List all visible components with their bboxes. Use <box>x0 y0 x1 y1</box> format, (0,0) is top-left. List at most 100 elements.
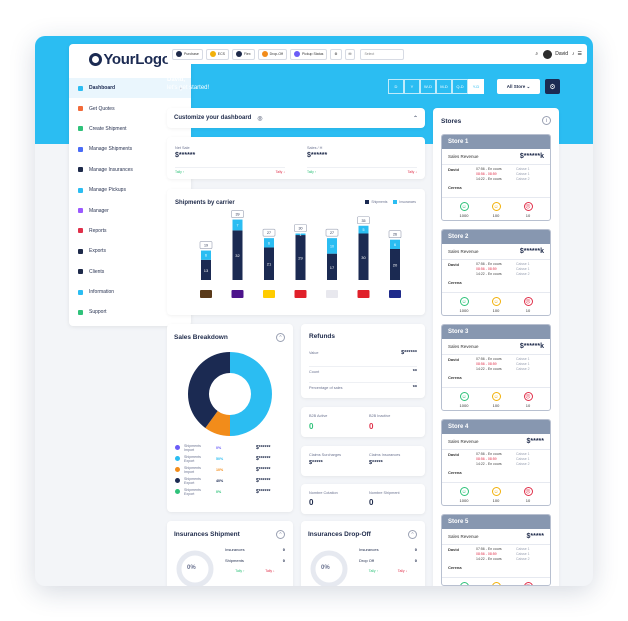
legend-percent: 10% <box>216 467 224 472</box>
neutral-face-icon: ☺ <box>491 582 501 585</box>
store-name: Store 4 <box>442 420 550 434</box>
dashboard-settings-button[interactable]: ⚙ <box>545 79 560 94</box>
satisfaction-1: ☺ 100 <box>491 297 501 313</box>
chip-flex[interactable]: Flex <box>232 48 255 60</box>
sidebar-item-support[interactable]: Support <box>69 302 191 322</box>
store-card[interactable]: Store 4 Sales Revenue $***** David 07:56 - E… <box>441 419 551 506</box>
sidebar-item-create-shipment[interactable]: Create Shipment <box>69 119 191 139</box>
tally-down: Tally ↓ <box>407 170 417 174</box>
sidebar-item-get-quotes[interactable]: Get Quotes <box>69 98 191 118</box>
legend-name-2: Import <box>184 469 195 474</box>
period-y-d[interactable]: Y-D <box>468 79 484 94</box>
pie-slice[interactable] <box>230 352 272 436</box>
sidebar-item-manage-insurances[interactable]: Manage Insurances <box>69 160 191 180</box>
staff-name: David <box>448 262 459 267</box>
staff-row: Cerena <box>442 563 550 575</box>
pie-slice[interactable] <box>205 410 230 436</box>
chat-chip[interactable]: ✉ <box>344 48 356 60</box>
bar-total-label: 35 <box>362 219 366 223</box>
greeting: David, let's get started! <box>167 76 209 92</box>
legend-value: $****** <box>256 488 271 495</box>
bar-shipments[interactable] <box>327 253 337 280</box>
period-w-d[interactable]: W-D <box>420 79 436 94</box>
chevron-up-icon[interactable]: ⌃ <box>276 333 285 342</box>
sales-revenue-label: Sales Revenue <box>448 249 479 254</box>
bar-shipments[interactable] <box>295 235 306 280</box>
store-card[interactable]: Store 1 Sales Revenue $******k David 07:56 -… <box>441 134 551 221</box>
user-name[interactable]: David <box>555 51 569 57</box>
period-q-d[interactable]: Q-D <box>452 79 468 94</box>
gauge-track <box>176 550 214 586</box>
top-select[interactable]: Select <box>360 48 405 60</box>
logo[interactable]: YourLogo <box>69 44 191 74</box>
chip-purchase[interactable]: Purchase <box>172 48 203 60</box>
menu-icon[interactable]: ☰ <box>577 51 582 57</box>
legend-name: Shipments Import <box>184 444 216 452</box>
legend-swatch <box>365 200 370 204</box>
search-icon[interactable]: ⌕ <box>535 51 539 57</box>
bar-shipments[interactable] <box>201 259 211 280</box>
period-m-d[interactable]: M-D <box>436 79 452 94</box>
bar-insurances[interactable] <box>232 219 243 231</box>
sidebar-item-exports[interactable]: Exports <box>69 241 191 261</box>
insurances-dropoff-gauge <box>310 550 348 586</box>
bar-insurances[interactable] <box>264 238 274 248</box>
bar-shipments[interactable] <box>390 249 400 280</box>
chevron-up-icon[interactable]: ⌃ <box>408 530 417 539</box>
settings-chip[interactable]: ⚙ <box>330 48 342 60</box>
store-select[interactable]: All Store ⌄ <box>497 79 540 94</box>
cotation-label: Nombre Cotation <box>309 491 338 495</box>
customize-card[interactable]: Customize your dashboard ◎ ⌃ <box>167 108 425 128</box>
bar-shipments[interactable] <box>264 247 274 280</box>
sidebar-item-information[interactable]: Information <box>69 282 191 302</box>
chip-icon <box>236 51 242 57</box>
chip-ecs[interactable]: ECS <box>205 48 229 60</box>
refund-pct: ** <box>412 384 417 391</box>
eye-off-icon[interactable]: ◎ <box>257 115 263 122</box>
store-card[interactable]: Store 2 Sales Revenue $******k David 07:56 -… <box>441 229 551 316</box>
bar-insurances[interactable] <box>327 238 337 254</box>
bar-insurances[interactable] <box>358 225 369 234</box>
chevron-down-icon: ⌄ <box>178 85 183 92</box>
sales-revenue-row: Sales Revenue $******k <box>442 244 550 260</box>
b2b-active-label: B2B Active <box>309 414 328 418</box>
legend-percent: 0% <box>216 489 222 494</box>
carrier-legend: Shipments Insurances <box>365 200 416 204</box>
legend-label: Shipments <box>371 200 388 204</box>
bar-insurances[interactable] <box>390 239 400 249</box>
sidebar-item-manage-pickups[interactable]: Manage Pickups <box>69 180 191 200</box>
pie-slice[interactable] <box>188 352 230 428</box>
sidebar-item-dashboard[interactable]: Dashboard ⌄ <box>69 78 191 99</box>
sales-revenue-value: $******k <box>519 343 544 350</box>
refund-value-label: Value <box>309 351 319 355</box>
satisfaction-faces: ☺ ☺ ☹ <box>442 577 550 585</box>
chip-pickup-status[interactable]: Pickup Status <box>289 48 328 60</box>
store-card[interactable]: Store 3 Sales Revenue $******k David 07:56 -… <box>441 324 551 411</box>
bar-shipments[interactable] <box>232 230 243 280</box>
bar-shipments[interactable] <box>358 233 369 281</box>
bar-insurances[interactable] <box>295 233 306 236</box>
sidebar-item-clients[interactable]: Clients <box>69 262 191 282</box>
chip-drop-off[interactable]: Drop-Off <box>257 48 287 60</box>
store-name: Store 1 <box>442 135 550 149</box>
period-y[interactable]: Y <box>404 79 420 94</box>
sidebar-item-manager[interactable]: Manager <box>69 200 191 220</box>
satisfaction-1: ☺ <box>491 582 501 585</box>
satisfaction-0: ☺ 1000 <box>459 297 469 313</box>
info-icon[interactable]: i <box>542 116 551 125</box>
gauge-value: 0% <box>187 565 196 571</box>
bar-insurances[interactable] <box>201 250 211 260</box>
bell-icon[interactable]: ♪ <box>572 51 575 57</box>
shipment-count-label: Nombre Shipment <box>369 491 400 495</box>
staff-time: 08:56 - 08:59 <box>476 172 497 176</box>
staff-time: 14:22 - En cours <box>476 557 502 561</box>
avatar[interactable] <box>543 49 553 59</box>
sales-revenue-label: Sales Revenue <box>448 344 479 349</box>
sidebar: YourLogo Dashboard ⌄ Get Quotes Create Ship… <box>69 44 191 326</box>
refunds-title: Refunds <box>309 333 335 340</box>
period-d[interactable]: D <box>388 79 404 94</box>
chevron-up-icon[interactable]: ⌃ <box>276 530 285 539</box>
chevron-up-icon[interactable]: ⌃ <box>412 115 418 122</box>
store-card[interactable]: Store 5 Sales Revenue $***** David 07:56 - E… <box>441 514 551 586</box>
ins-row-value: 0 <box>282 558 285 563</box>
